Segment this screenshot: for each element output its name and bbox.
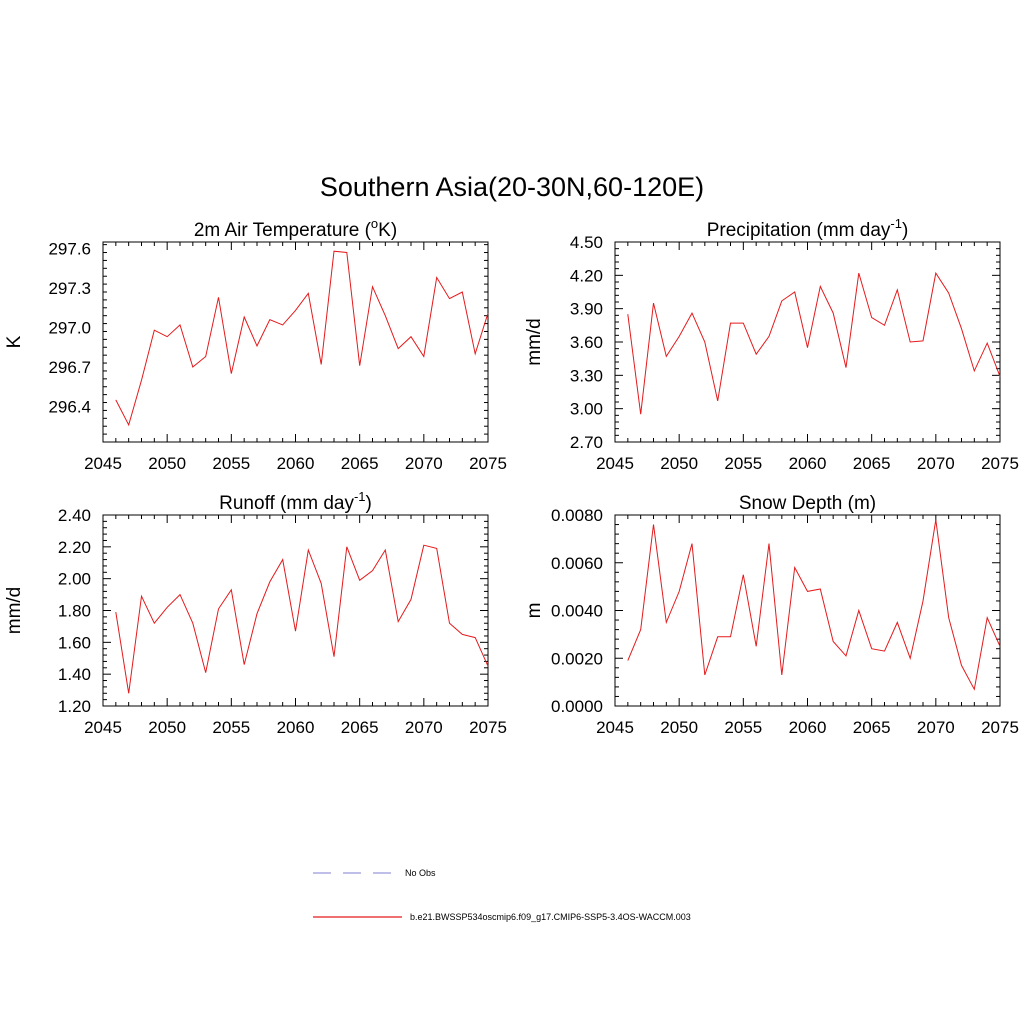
y-tick-label: 0.0040 <box>551 602 603 621</box>
y-tick-label: 1.60 <box>58 633 91 652</box>
panel-snow-depth: Snow Depth (m) 2045 2050 2055 2060 2065 2070 20… <box>524 493 1019 737</box>
x-tick-label: 2055 <box>212 454 250 473</box>
y-tick-label: 297.6 <box>48 240 91 259</box>
x-tick-label: 2065 <box>341 718 379 737</box>
x-tick-label: 2070 <box>405 718 443 737</box>
y-tick-label: 0.0000 <box>551 697 603 716</box>
panel-title-precipitation: Precipitation (mm day-1) <box>707 216 909 241</box>
x-tick-label: 2060 <box>277 718 315 737</box>
y-tick-label: 1.40 <box>58 665 91 684</box>
y-axis-label: K <box>4 335 25 348</box>
x-tick-label: 2045 <box>84 718 122 737</box>
y-tick-label: 297.3 <box>48 279 91 298</box>
x-tick-label: 2050 <box>660 454 698 473</box>
panel-temperature: 2m Air Temperature (oK) 2045 2050 2055 2060 2… <box>4 216 507 473</box>
panel-title-runoff: Runoff (mm day-1) <box>219 489 372 514</box>
x-tick-label: 2045 <box>596 718 634 737</box>
panel-title-superscript: o <box>371 216 378 231</box>
x-tick-label: 2065 <box>853 454 891 473</box>
series-line-precipitation <box>627 271 1001 415</box>
panel-title-superscript: -1 <box>354 489 366 504</box>
series-line-snow-depth <box>627 519 1001 691</box>
panel-runoff: Runoff (mm day-1) 2045 2050 2055 2060 2065 207… <box>4 489 507 737</box>
panel-title-suffix: ) <box>366 493 372 514</box>
x-tick-label: 2055 <box>724 454 762 473</box>
legend: No Obs b.e21.BWSSP534oscmip6.f09_g17.CMI… <box>313 868 691 922</box>
y-tick-label: 0.0060 <box>551 554 603 573</box>
y-tick-label: 0.0020 <box>551 649 603 668</box>
y-tick-label: 2.20 <box>58 538 91 557</box>
y-tick-label: 2.70 <box>570 433 603 452</box>
panel-title-text: Runoff (mm day <box>219 493 354 514</box>
panel-title-suffix: K) <box>378 220 397 241</box>
y-tick-label: 3.00 <box>570 400 603 419</box>
panel-title-text: 2m Air Temperature ( <box>194 220 372 241</box>
x-tick-label: 2050 <box>148 718 186 737</box>
y-tick-label: 297.0 <box>48 319 91 338</box>
x-tick-label: 2060 <box>789 454 827 473</box>
y-tick-label: 4.20 <box>570 266 603 285</box>
series-line-temperature <box>115 250 489 427</box>
y-axis-label: m <box>524 603 545 619</box>
legend-obs-label: No Obs <box>405 868 436 878</box>
y-axis-label: mm/d <box>4 587 25 635</box>
y-tick-label: 296.4 <box>48 397 91 416</box>
panel-title-snow-depth: Snow Depth (m) <box>739 493 876 514</box>
x-tick-label: 2060 <box>277 454 315 473</box>
panels: 2m Air Temperature (oK)2045 2050 2055 2060 2… <box>4 216 1019 737</box>
x-tick-label: 2070 <box>405 454 443 473</box>
panel-title-text: Precipitation (mm day <box>707 220 891 241</box>
x-tick-label: 2075 <box>981 454 1019 473</box>
y-tick-label: 3.60 <box>570 333 603 352</box>
y-tick-label: 296.7 <box>48 358 91 377</box>
x-tick-label: 2070 <box>917 718 955 737</box>
y-tick-label: 2.40 <box>58 506 91 525</box>
x-tick-label: 2050 <box>660 718 698 737</box>
x-tick-label: 2065 <box>853 718 891 737</box>
x-tick-label: 2050 <box>148 454 186 473</box>
x-tick-label: 2055 <box>724 718 762 737</box>
x-tick-label: 2075 <box>469 718 507 737</box>
legend-series-label: b.e21.BWSSP534oscmip6.f09_g17.CMIP6-SSP5… <box>410 912 691 922</box>
series-line-runoff <box>115 544 489 694</box>
y-tick-label: 4.50 <box>570 233 603 252</box>
x-tick-label: 2065 <box>341 454 379 473</box>
panel-title-suffix: ) <box>902 220 908 241</box>
y-tick-label: 2.00 <box>58 570 91 589</box>
panel-title-text: Snow Depth (m) <box>739 493 876 514</box>
x-tick-label: 2075 <box>469 454 507 473</box>
panel-title-superscript: -1 <box>890 216 902 231</box>
figure-title: Southern Asia(20-30N,60-120E) <box>320 172 704 202</box>
y-tick-label: 1.20 <box>58 697 91 716</box>
x-tick-label: 2070 <box>917 454 955 473</box>
x-tick-label: 2055 <box>212 718 250 737</box>
panel-precipitation: Precipitation (mm day-1) 2045 2050 2055 2060… <box>524 216 1019 473</box>
y-axis-label: mm/d <box>524 318 545 366</box>
y-tick-label: 3.90 <box>570 300 603 319</box>
y-tick-label: 0.0080 <box>551 506 603 525</box>
x-tick-label: 2075 <box>981 718 1019 737</box>
y-tick-label: 1.80 <box>58 602 91 621</box>
panel-title-temperature: 2m Air Temperature (oK) <box>194 216 397 241</box>
x-tick-label: 2045 <box>596 454 634 473</box>
x-tick-label: 2060 <box>789 718 827 737</box>
y-tick-label: 3.30 <box>570 366 603 385</box>
x-tick-label: 2045 <box>84 454 122 473</box>
